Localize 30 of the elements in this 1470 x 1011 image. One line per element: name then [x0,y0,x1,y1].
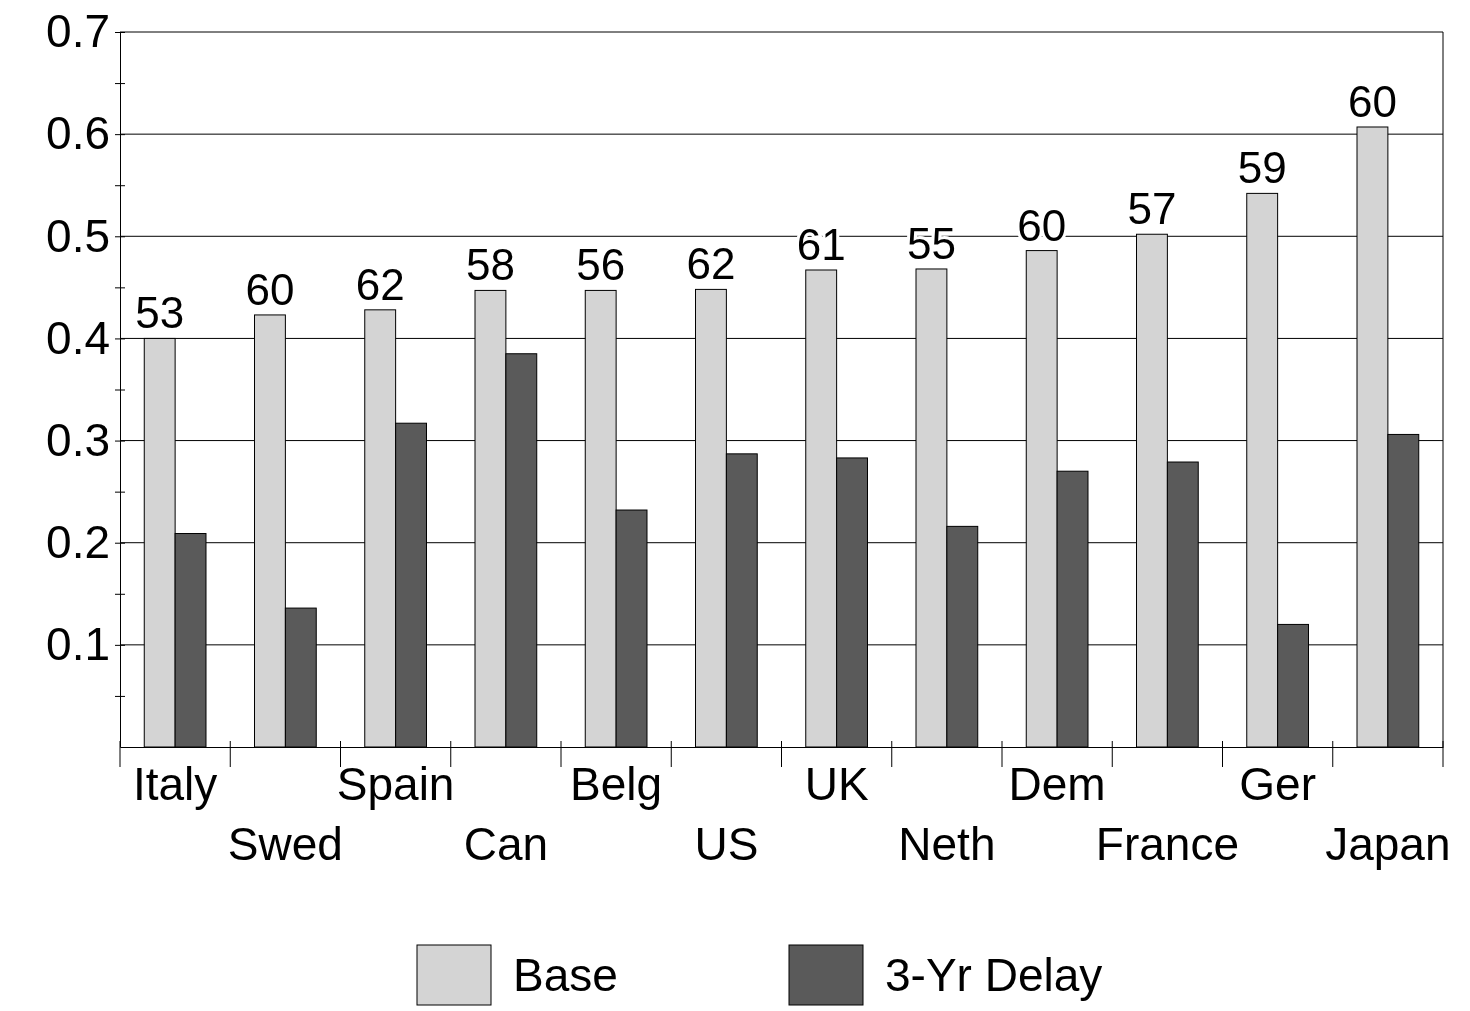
annotation: 59 [1237,143,1287,193]
y-tick-label: 0.4 [46,311,110,364]
x-tick-label: UK [804,757,869,810]
y-tick-label: 0.3 [46,413,110,466]
x-tick-label: Italy [132,757,218,810]
annotation: 62 [355,259,405,309]
y-tick-label: 0.1 [46,618,110,671]
annotation: 57 [1127,184,1177,234]
x-tick-label: Can [463,817,549,870]
x-tick-label: Japan [1325,817,1451,870]
x-tick-label: Belg [570,757,663,810]
annotation: 56 [576,240,626,290]
x-tick-label: US [694,817,759,870]
y-tick-label: 0.5 [46,209,110,262]
legend-label: Base [513,949,618,1001]
y-tick-label: 0.2 [46,515,110,568]
annotation: 60 [245,264,295,314]
annotation: 53 [135,288,185,338]
annotation: 58 [465,240,515,290]
annotation: 60 [1347,76,1397,126]
y-tick-label: 0.6 [46,107,110,160]
x-tick-label: Swed [227,817,343,870]
y-tick-label: 0.7 [46,5,110,58]
x-tick-label: France [1095,817,1239,870]
legend-label: 3-Yr Delay [885,949,1103,1001]
x-tick-label: Neth [898,817,996,870]
annotation: 62 [686,239,736,289]
x-tick-label: Ger [1239,757,1316,810]
x-tick-label: Spain [336,757,455,810]
x-tick-label: Dem [1008,757,1106,810]
